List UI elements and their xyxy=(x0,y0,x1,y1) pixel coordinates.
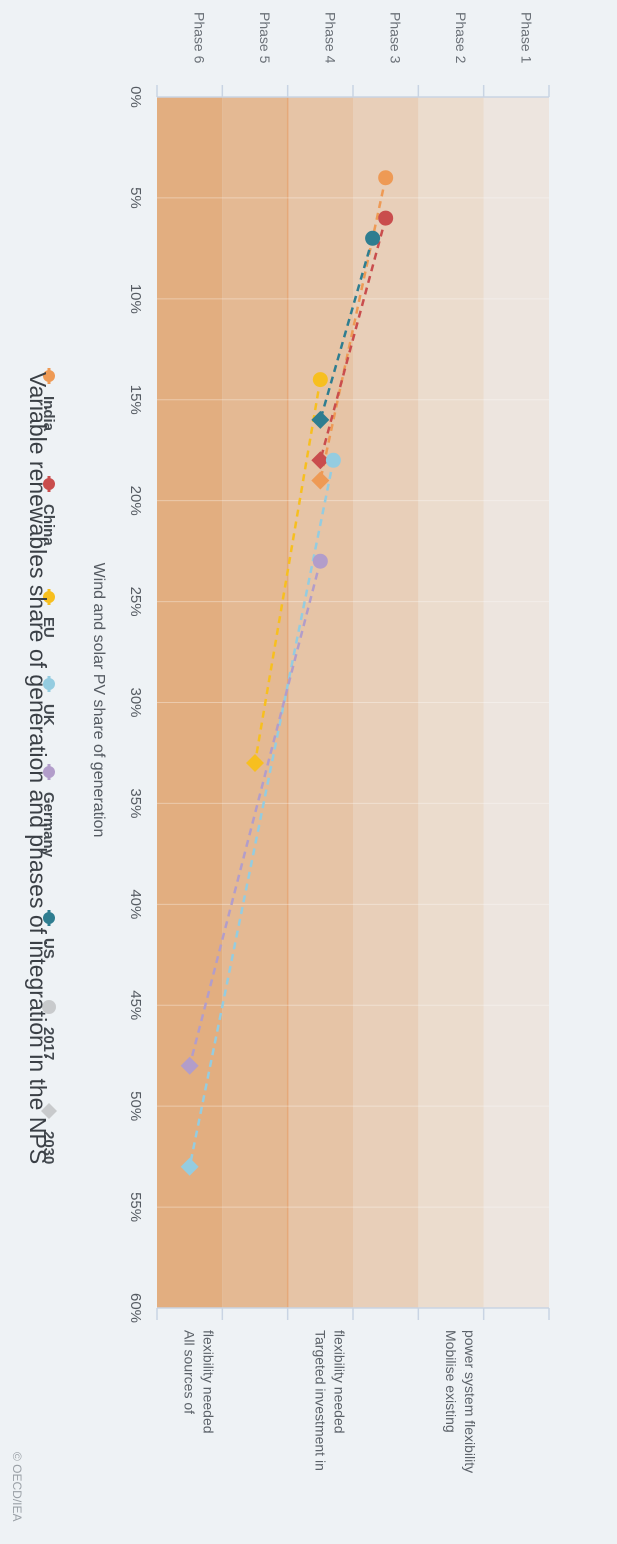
legend-label: US xyxy=(40,938,57,959)
x-tick-label: 40% xyxy=(127,889,144,919)
phase-note-text: All sources of xyxy=(182,1330,198,1414)
grid-lines xyxy=(156,85,550,1320)
legend-swatch-dot xyxy=(43,766,55,778)
legend-swatch-dot xyxy=(43,478,55,490)
x-tick-label: 10% xyxy=(127,284,144,314)
series-line xyxy=(319,237,374,421)
phase-label: Phase 3 xyxy=(388,12,404,64)
legend: India China EU UK Germany US 2017 2030 xyxy=(40,368,57,1164)
x-tick-label: 0% xyxy=(127,86,144,108)
marker-2017 xyxy=(378,210,394,226)
marker-2017 xyxy=(312,553,328,569)
series-line xyxy=(188,560,322,1067)
phase-note-text: Targeted investment in xyxy=(312,1330,328,1471)
x-axis-ticks: 0% 5% 10% 15% 20% 25% 30% 35% 40% 45% 50% 55% 60% xyxy=(127,86,144,1323)
x-tick-label: 25% xyxy=(127,587,144,617)
x-tick-label: 55% xyxy=(127,1192,144,1222)
chart-title: Variable renewables share of generation … xyxy=(25,372,51,1164)
phase-band xyxy=(287,97,354,1308)
legend-label: India xyxy=(40,396,57,432)
phase-band xyxy=(353,97,419,1308)
legend-label: 2017 xyxy=(40,1027,57,1060)
legend-swatch-dot xyxy=(43,591,55,603)
legend-label: EU xyxy=(40,617,57,638)
phase-note-text: flexibility needed xyxy=(331,1330,347,1434)
phase-note-text: flexibility needed xyxy=(201,1330,217,1434)
phase-label: Phase 5 xyxy=(257,12,273,64)
marker-2030 xyxy=(246,754,264,773)
legend-swatch-dot xyxy=(43,370,55,382)
x-tick-label: 60% xyxy=(127,1293,144,1323)
phase-label: Phase 2 xyxy=(453,12,469,64)
phase-label: Phase 4 xyxy=(322,12,338,64)
x-tick-label: 15% xyxy=(127,385,144,415)
legend-label: UK xyxy=(40,704,57,726)
marker-2017 xyxy=(325,452,341,468)
x-tick-label: 5% xyxy=(127,187,144,209)
phase-band xyxy=(418,97,484,1308)
series-line xyxy=(188,460,335,1167)
series-line xyxy=(319,217,387,461)
legend-label: Germany xyxy=(40,792,57,858)
series-line xyxy=(253,379,322,764)
copyright-text: © OECD/IEA xyxy=(10,1452,24,1522)
legend-swatch-dot xyxy=(43,912,55,924)
phase-label: Phase 6 xyxy=(192,12,208,64)
x-tick-label: 45% xyxy=(127,990,144,1020)
x-axis-title: Wind and solar PV share of generation xyxy=(90,563,107,838)
phase-labels: Phase 1 Phase 2 Phase 3 Phase 4 Phase 5 Phase… xyxy=(192,12,535,64)
phase-band xyxy=(222,97,288,1308)
x-tick-label: 50% xyxy=(127,1091,144,1121)
legend-label: China xyxy=(40,504,57,546)
legend-swatch-diamond xyxy=(41,1103,57,1119)
series-line xyxy=(319,177,387,481)
legend-swatch-dot xyxy=(43,678,55,690)
marker-2017 xyxy=(378,170,394,186)
phase-note-text: power system flexibility xyxy=(462,1330,478,1473)
phase-note-text: Mobilise existing xyxy=(443,1330,459,1433)
phase-notes: Mobilise existing power system flexibilit… xyxy=(182,1330,478,1473)
legend-swatch-dot xyxy=(42,1000,56,1014)
legend-label: 2030 xyxy=(40,1131,57,1164)
x-tick-label: 35% xyxy=(127,788,144,818)
marker-2017 xyxy=(365,230,381,246)
x-tick-label: 20% xyxy=(127,486,144,516)
phase-label: Phase 1 xyxy=(518,12,534,64)
marker-2017 xyxy=(312,372,328,388)
x-tick-label: 30% xyxy=(127,687,144,717)
series-lines xyxy=(188,177,387,1167)
phase-band xyxy=(483,97,549,1308)
